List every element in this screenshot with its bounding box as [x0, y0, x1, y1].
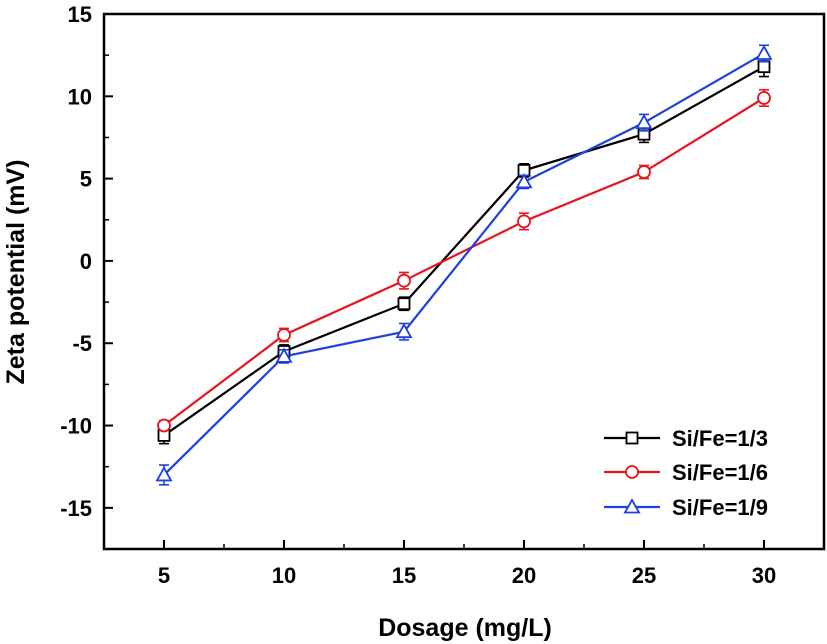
legend-marker: [623, 498, 641, 514]
y-tick-label: 15: [68, 2, 92, 27]
x-tick-label: 20: [512, 563, 536, 588]
data-point: [637, 165, 651, 179]
data-point: [755, 44, 773, 60]
series-line: [163, 52, 765, 476]
y-tick-label: -5: [72, 331, 92, 356]
y-axis-label: Zeta potential (mV): [2, 159, 30, 384]
series-line: [163, 97, 765, 427]
data-point: [155, 466, 173, 482]
legend-label: Si/Fe=1/9: [672, 495, 768, 520]
x-tick-label: 10: [272, 563, 296, 588]
data-point: [517, 214, 531, 229]
legend-marker: [625, 431, 639, 445]
series-line: [163, 65, 765, 437]
data-point: [395, 322, 413, 339]
data-point: [397, 273, 411, 288]
data-point: [635, 113, 653, 130]
x-tick-label: 15: [392, 563, 416, 588]
x-tick-label: 25: [632, 563, 656, 588]
data-point: [277, 328, 291, 342]
y-tick-label: 0: [80, 249, 92, 274]
data-point: [275, 347, 293, 363]
y-tick-label: 10: [68, 84, 92, 109]
legend-marker: [625, 465, 639, 479]
x-axis-label: Dosage (mg/L): [378, 614, 552, 642]
y-tick-label: -10: [60, 414, 92, 439]
data-point: [397, 297, 411, 311]
data-point: [157, 418, 171, 433]
plot-area: 5 10 15 20 25 30 -15 -10 -5 0 5 10 15 Si/Fe=1/3 Si/Fe=…: [60, 2, 826, 588]
x-tick-label: 30: [752, 563, 776, 588]
y-tick-label: 5: [80, 167, 92, 192]
legend-label: Si/Fe=1/6: [672, 460, 768, 485]
x-tick-label: 5: [158, 563, 170, 588]
data-point: [757, 60, 771, 74]
legend-label: Si/Fe=1/3: [672, 426, 768, 451]
data-point: [515, 173, 533, 189]
y-tick-label: -15: [60, 496, 92, 521]
data-point: [757, 91, 771, 105]
